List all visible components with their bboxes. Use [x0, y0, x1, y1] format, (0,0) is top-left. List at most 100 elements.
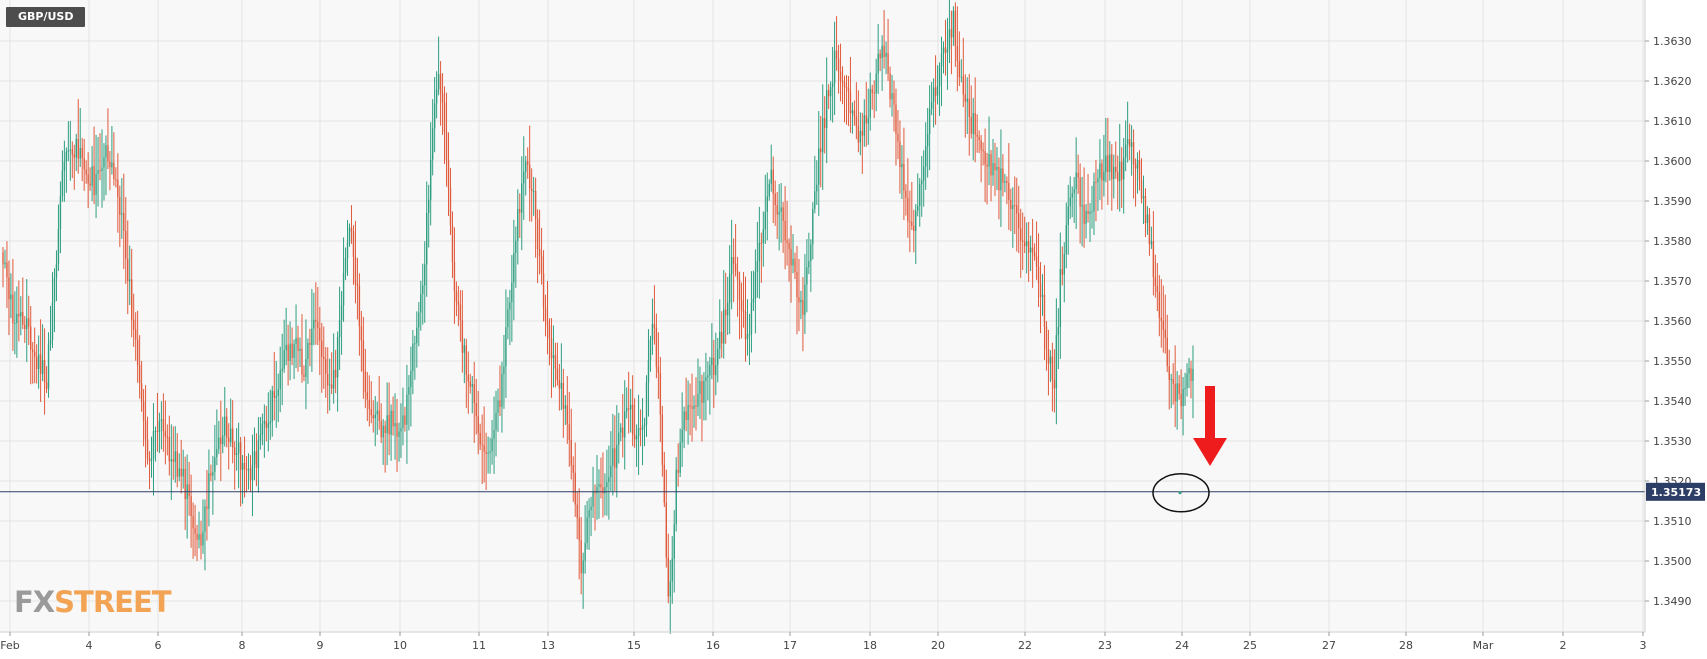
candle-body [273, 390, 275, 398]
candle-body [420, 294, 422, 313]
candle [346, 220, 349, 276]
candle-body [1012, 205, 1014, 210]
candle [911, 181, 913, 230]
candle-body [55, 264, 58, 278]
candle-body [14, 322, 16, 324]
candle [885, 41, 887, 75]
candle-body [839, 71, 842, 81]
candle-body [1132, 142, 1135, 165]
candle [299, 337, 301, 368]
candle-body [8, 277, 10, 300]
candle [317, 287, 319, 346]
candle-body [919, 184, 921, 207]
candle-body [241, 463, 244, 470]
candle [396, 398, 398, 472]
candle-body [671, 558, 673, 582]
candle [378, 375, 380, 430]
candle-body [618, 432, 620, 446]
candle [796, 245, 798, 335]
candle-body [928, 108, 931, 135]
candle-body [606, 482, 608, 488]
candle-body [616, 445, 618, 468]
candle-body [1089, 211, 1091, 214]
candle-body [127, 258, 129, 282]
candle [697, 358, 699, 416]
candle [548, 318, 551, 366]
candle-body [675, 469, 677, 525]
candle-body [517, 209, 519, 241]
candle-body [340, 305, 343, 321]
candle-body [566, 405, 568, 425]
candle-body [453, 261, 456, 292]
candle-body [1043, 294, 1046, 327]
candle-body [228, 437, 230, 443]
candle-body [645, 382, 648, 425]
candle-body [117, 179, 119, 197]
y-tick-label: 1.3490 [1653, 595, 1692, 608]
candle-body [364, 371, 367, 393]
candle-body [332, 369, 335, 389]
candle [841, 66, 844, 105]
candle-body [800, 299, 802, 303]
candle-body [736, 271, 739, 280]
candle-body [762, 229, 765, 244]
candle [659, 356, 662, 443]
candle [441, 73, 444, 135]
candle [281, 333, 283, 406]
candle [113, 132, 115, 186]
candle-body [564, 405, 567, 409]
candle [158, 412, 161, 454]
candle [451, 211, 454, 278]
candle [1018, 185, 1020, 254]
candle [65, 147, 68, 193]
candle-body [43, 359, 46, 383]
candle-body [61, 170, 64, 197]
candle [481, 414, 483, 485]
candle [140, 361, 143, 412]
candle [564, 395, 567, 425]
candle [606, 449, 608, 516]
candle-body [1020, 228, 1022, 241]
candle-body [1168, 366, 1170, 380]
candle-body [1172, 378, 1174, 384]
candle [566, 376, 568, 444]
candle [97, 136, 99, 207]
candle-body [548, 325, 551, 339]
candle-body [1190, 368, 1192, 381]
candle-body [245, 469, 248, 471]
candle [1136, 152, 1139, 194]
candle [453, 227, 456, 324]
candle [336, 331, 339, 412]
candle-body [873, 92, 875, 94]
candle-body [285, 344, 287, 351]
candle-body [572, 465, 574, 473]
candle [723, 270, 725, 359]
candle [853, 100, 856, 126]
candle [77, 99, 79, 174]
candle-body [1192, 369, 1194, 381]
candle-body [657, 367, 660, 373]
candle-body [57, 228, 60, 265]
candle [721, 311, 723, 358]
candle-body [283, 350, 285, 369]
candle [35, 344, 38, 384]
candle-body [697, 394, 699, 407]
candle [1172, 363, 1174, 405]
candle [309, 328, 311, 367]
candle-body [1025, 241, 1028, 247]
candle-body [907, 197, 909, 222]
candle-body [200, 534, 202, 546]
candle [556, 342, 559, 386]
candle [881, 35, 883, 91]
candle [1095, 159, 1097, 222]
candle-body [325, 359, 327, 374]
candle-body [913, 225, 915, 231]
candle-body [1049, 356, 1052, 364]
candle [984, 128, 986, 203]
candle-body [198, 534, 200, 540]
candle [249, 455, 252, 492]
candle [534, 177, 537, 258]
candle [519, 193, 521, 238]
candle-body [685, 411, 687, 420]
candle-body [226, 416, 228, 438]
